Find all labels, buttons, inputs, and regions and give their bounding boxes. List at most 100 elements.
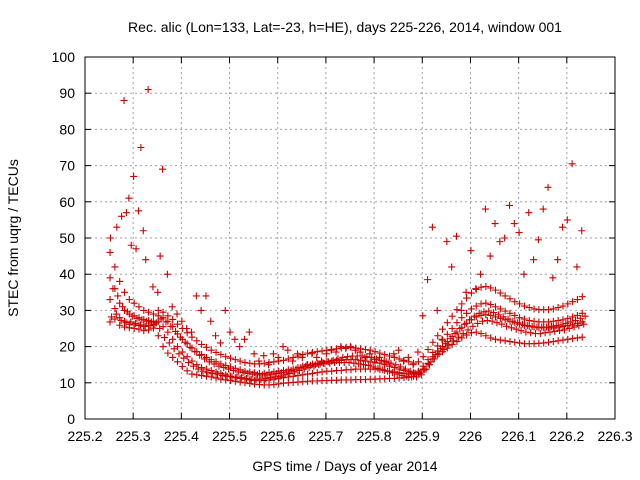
data-point [125,194,133,202]
data-point [246,376,254,384]
data-point [279,343,287,351]
data-point [559,302,567,310]
data-point [130,299,138,307]
data-point [445,341,453,349]
data-point [549,274,557,282]
x-tick-label: 225.4 [164,428,199,444]
data-points [106,86,589,389]
data-point [578,293,586,301]
chart-title: Rec. alic (Lon=133, Lat=-23, h=HE), days… [128,19,562,35]
data-point [388,369,396,377]
data-point [196,351,204,359]
data-point [138,316,146,324]
data-point [133,314,141,322]
data-point [398,372,406,380]
data-point [186,343,194,351]
data-point [384,367,392,375]
data-point [210,360,218,368]
data-point [130,172,138,180]
data-point [430,355,438,363]
data-point [494,311,502,319]
data-point [176,333,184,341]
data-point [204,369,212,377]
x-tick-label: 226.3 [597,428,632,444]
data-point [516,314,524,322]
data-point [231,356,239,364]
data-point [221,306,229,314]
data-point [395,355,403,363]
data-point [207,346,215,354]
data-point [293,350,301,358]
x-tick-label: 225.3 [116,428,151,444]
data-point [560,326,568,334]
data-point [520,302,528,310]
data-point [459,330,467,338]
data-point [286,369,294,377]
data-point [477,300,485,308]
data-point [469,322,477,330]
data-point [462,288,470,296]
data-point [424,276,432,284]
data-point [448,340,456,348]
data-point [127,241,135,249]
data-point [212,332,220,340]
data-point [505,201,513,209]
data-point [434,332,442,340]
data-point [143,317,151,325]
y-tick-labels: 0 10 20 30 40 50 60 70 80 90 100 [52,49,76,427]
data-point [472,328,480,336]
data-point [498,320,506,328]
data-point [516,300,524,308]
data-point [356,348,364,356]
data-point [456,325,464,332]
data-point [313,353,321,361]
data-point [163,270,171,278]
data-point [530,305,538,313]
data-point [347,366,355,374]
data-point [573,263,581,271]
data-point [140,306,148,314]
data-point [358,352,366,360]
data-point [121,306,129,314]
data-point [199,367,207,375]
data-point [504,315,512,323]
data-point [223,372,231,380]
data-point [564,335,572,343]
data-point [313,369,321,377]
data-point [174,358,182,366]
data-point [225,365,233,373]
data-point [187,328,195,336]
data-point [236,374,244,382]
data-point [472,302,480,310]
data-point [149,283,157,291]
data-point [106,274,114,282]
data-point [422,365,430,373]
data-point [506,309,514,317]
data-point [571,317,579,325]
data-point [198,372,206,380]
data-point [511,311,519,319]
data-point [352,356,360,364]
data-point [483,317,491,325]
data-point [569,298,577,306]
data-point [344,353,352,361]
y-axis-label: STEC from uqrg / TECUs [5,159,21,317]
data-point [492,335,500,343]
data-point [419,353,427,361]
y-tick-label: 80 [59,121,75,137]
data-point [379,366,387,374]
data-point [156,252,164,260]
data-point [386,352,394,360]
data-point [118,212,126,220]
data-point [165,339,173,347]
data-point [132,319,140,327]
data-point [154,306,162,314]
data-point [496,305,504,313]
data-point [193,337,201,345]
data-point [302,362,310,370]
data-point [364,361,372,369]
data-point [207,317,215,325]
data-point [490,309,498,317]
data-point [154,332,162,340]
axis-ticks [84,56,616,420]
